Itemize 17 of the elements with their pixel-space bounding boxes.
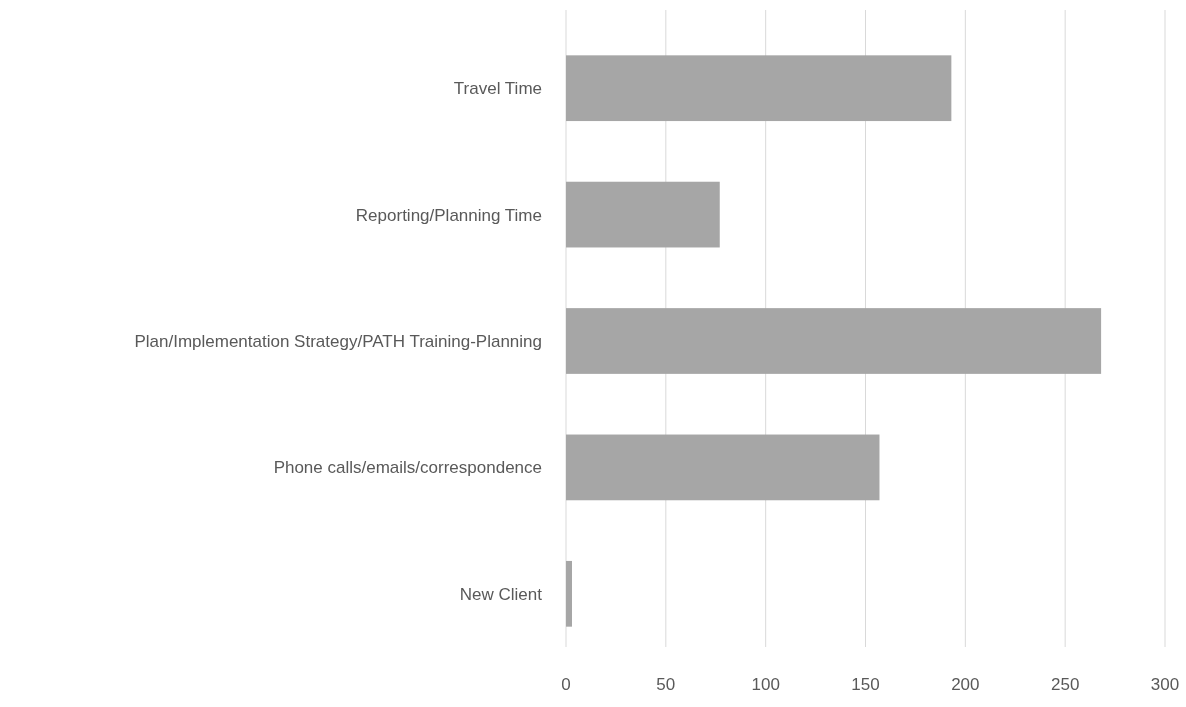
- x-tick-label: 250: [1050, 675, 1080, 694]
- y-tick-label: Plan/Implementation Strategy/PATH Training-Planning: [134, 331, 542, 351]
- bar: [566, 181, 720, 248]
- x-tick-label: 0: [561, 675, 571, 694]
- bar: [566, 55, 952, 122]
- y-tick-label: Reporting/Planning Time: [355, 205, 542, 225]
- bar: [566, 434, 880, 501]
- x-tick-label: 300: [1150, 675, 1180, 694]
- x-tick-label: 200: [951, 675, 980, 694]
- x-tick-label: 100: [751, 675, 780, 694]
- y-tick-label: New Client: [459, 584, 543, 604]
- x-tick-label: 50: [656, 675, 676, 694]
- y-tick-label: Travel Time: [453, 79, 542, 99]
- y-tick-label: Phone calls/emails/correspondence: [273, 458, 542, 478]
- bar: [566, 560, 572, 627]
- x-tick-label: 150: [851, 675, 880, 694]
- bar: [566, 308, 1102, 374]
